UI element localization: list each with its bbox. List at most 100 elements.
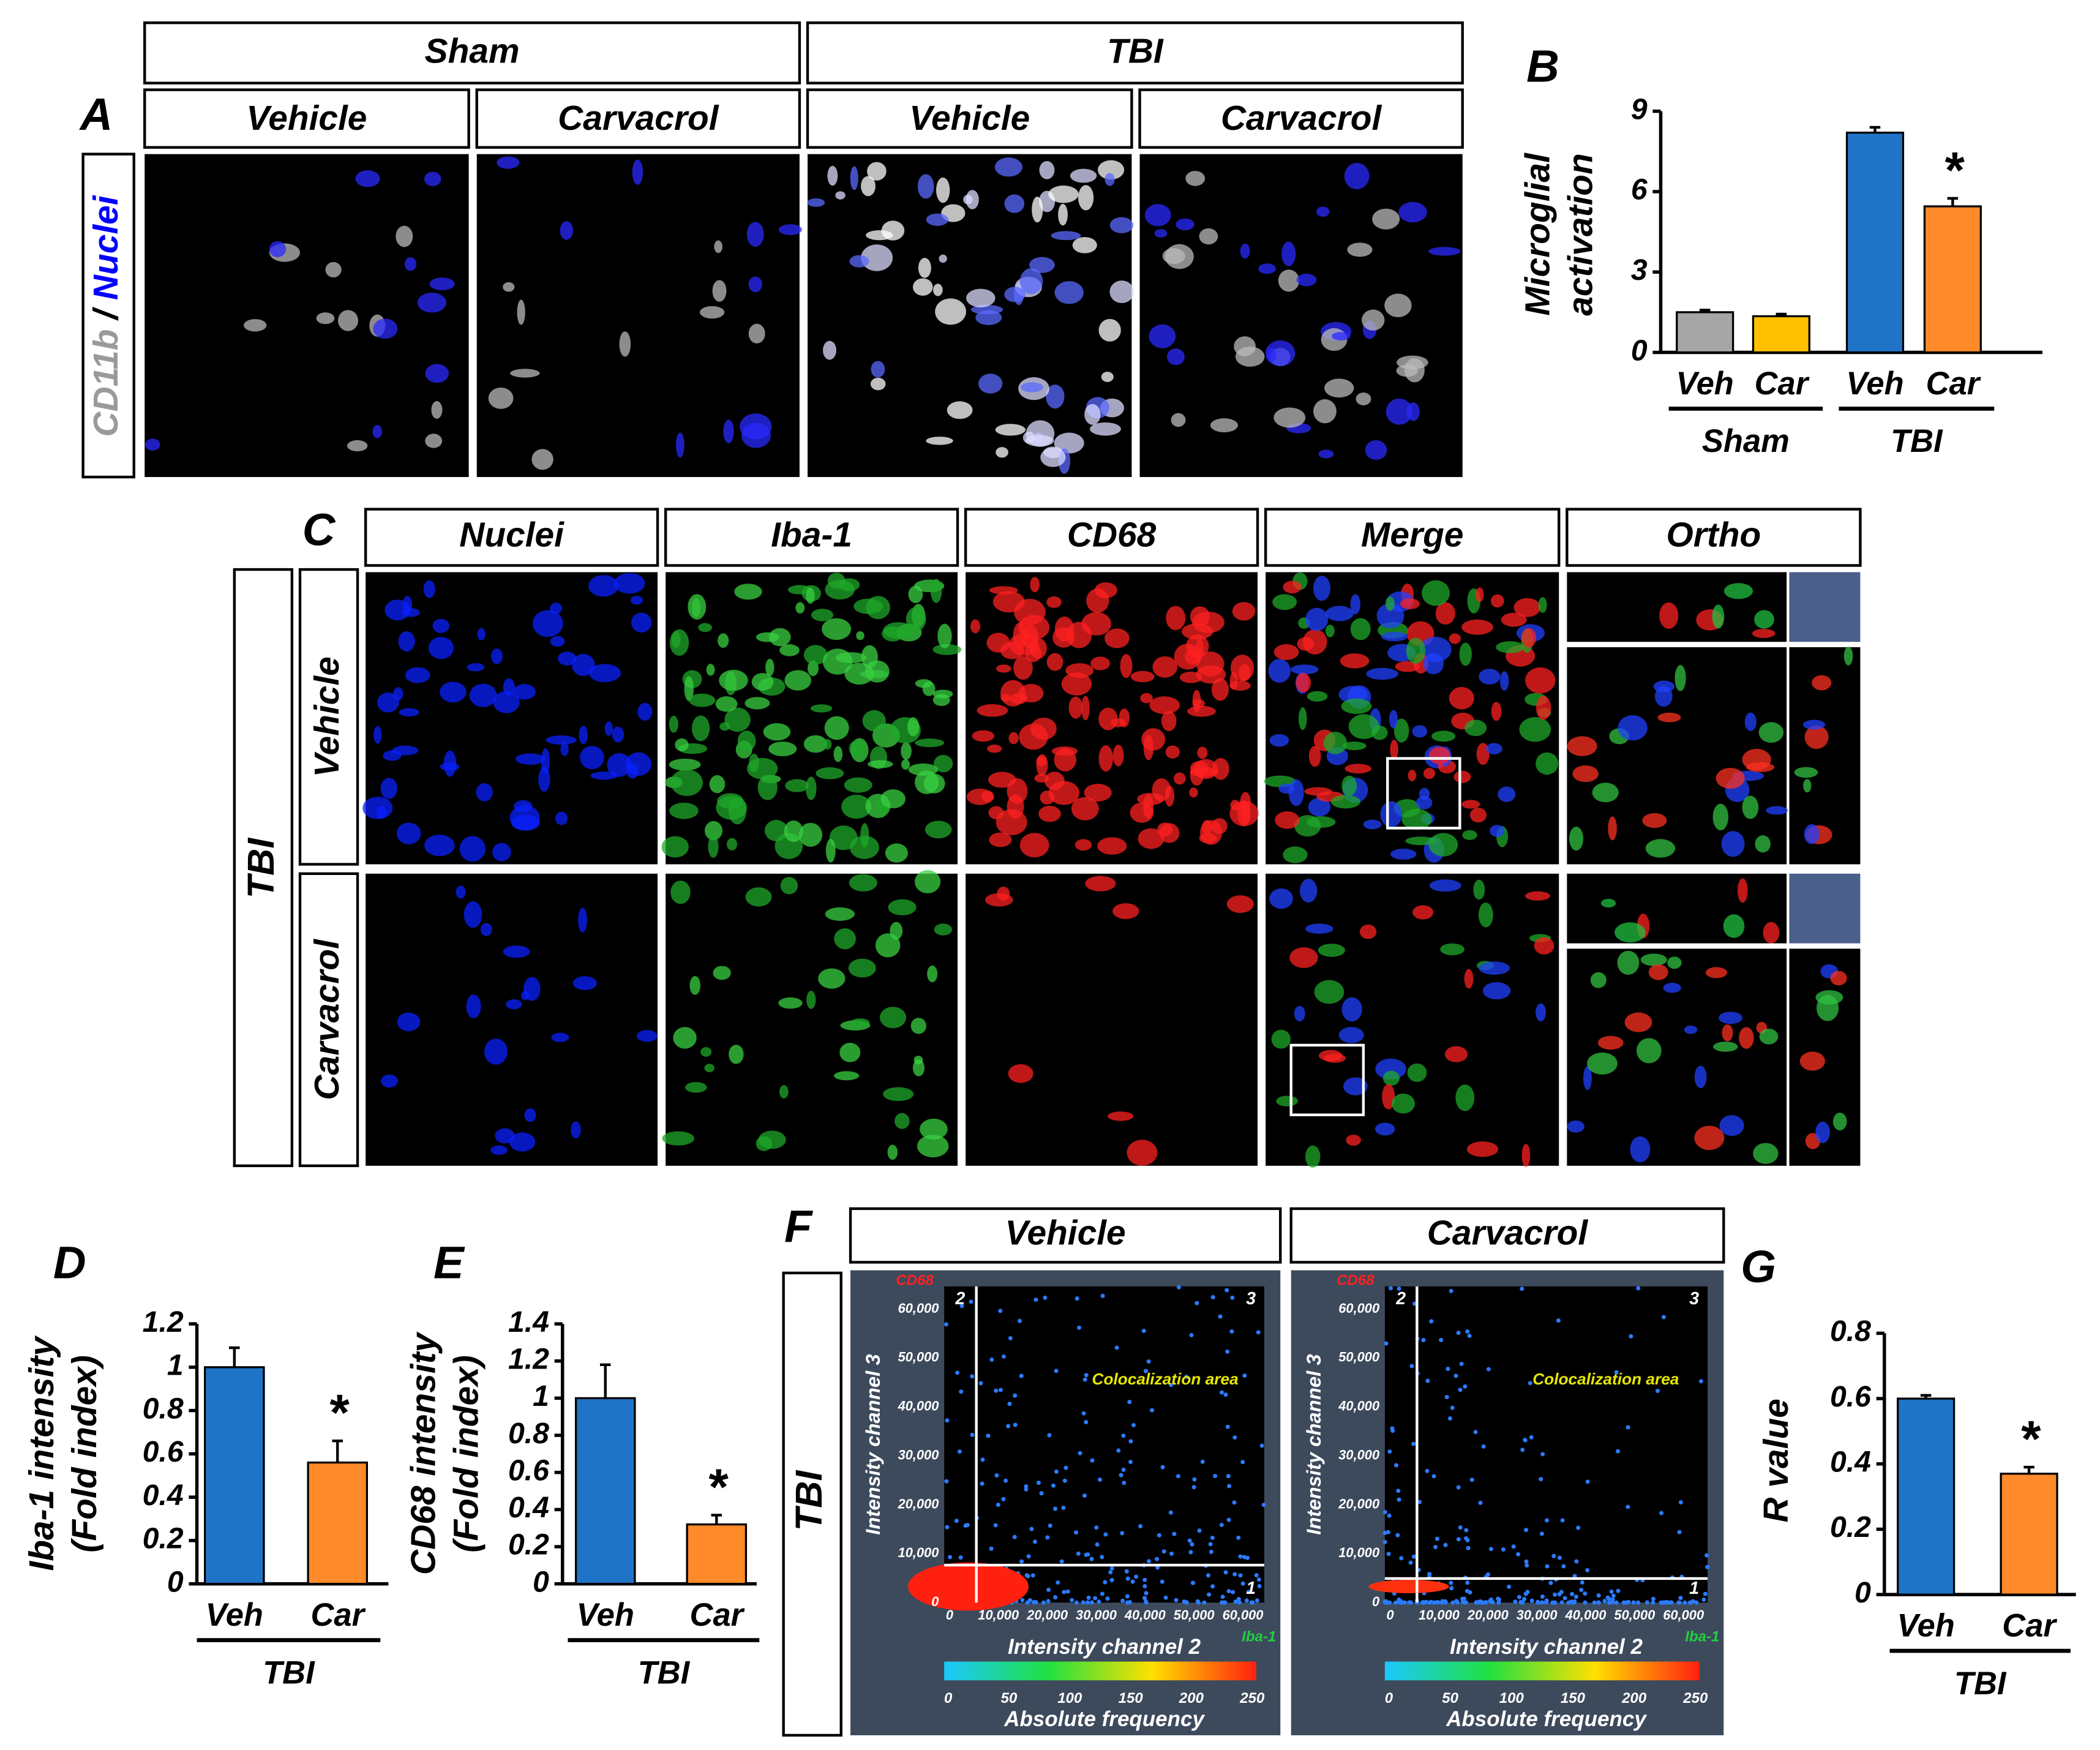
y-tick-label: 0 <box>1372 1594 1379 1609</box>
cell <box>1464 969 1474 989</box>
bar <box>307 1461 369 1585</box>
group-label: TBI <box>1954 1666 2007 1702</box>
cell <box>546 735 577 745</box>
scatter-dot <box>1548 1580 1553 1585</box>
cell <box>1428 833 1458 857</box>
scatter-dot <box>1074 1600 1079 1605</box>
scatter-dot <box>1246 1590 1251 1594</box>
cell <box>912 278 933 296</box>
scatter-dot <box>1607 1600 1611 1605</box>
scatter-dot <box>1190 1542 1194 1547</box>
cell <box>1739 1027 1754 1049</box>
scatter-dot <box>1539 1531 1544 1536</box>
scatter-dot <box>1146 1359 1151 1364</box>
scatter-dot <box>1698 1379 1703 1384</box>
scatter-dot <box>1456 1537 1461 1542</box>
scatter-dot <box>1176 1285 1181 1290</box>
cell <box>823 738 832 750</box>
panel-label: C <box>302 505 336 555</box>
cell <box>1324 1053 1346 1063</box>
scatter-dot <box>1483 1600 1488 1605</box>
cell <box>490 648 503 664</box>
scatter-dot <box>1387 1600 1392 1605</box>
cell <box>469 683 497 707</box>
scatter-dot <box>1001 1497 1006 1501</box>
scatter-dot <box>1086 1552 1090 1557</box>
cell <box>849 255 869 268</box>
cell <box>1085 876 1116 892</box>
stain-part: Nuclei <box>87 195 126 300</box>
y-axis-label: CD68 intensity <box>405 1331 443 1575</box>
cell <box>970 619 981 634</box>
scatter-dot <box>1232 1435 1237 1440</box>
scatter-dot <box>1481 1444 1486 1449</box>
scatter-dot <box>1572 1600 1577 1605</box>
scatter-dot <box>1465 1580 1470 1585</box>
cell <box>1453 770 1471 783</box>
cell <box>1401 808 1432 830</box>
cell <box>524 1108 536 1122</box>
label-box <box>664 508 959 567</box>
scatter-dot <box>1208 1542 1213 1547</box>
cell <box>1521 1143 1531 1167</box>
scatter-dot <box>1184 1600 1189 1605</box>
scatter-dot <box>1256 1577 1261 1582</box>
y-tick-label: 40,000 <box>898 1399 939 1414</box>
cell <box>1587 1052 1618 1075</box>
cell <box>1192 689 1201 713</box>
bar <box>1752 315 1810 354</box>
scatter-dot <box>1398 1599 1403 1604</box>
cell <box>1719 1115 1744 1136</box>
scatter-dot <box>1611 1593 1616 1598</box>
cell <box>1645 839 1676 858</box>
scatter-dot <box>1188 1550 1193 1555</box>
y-tick-label: 1.4 <box>508 1305 549 1339</box>
cell <box>1324 378 1354 398</box>
scatter-dot <box>1103 1532 1108 1537</box>
cell <box>1466 1141 1499 1157</box>
scatter-dot <box>1084 1419 1089 1424</box>
cell <box>1803 779 1812 793</box>
cell <box>1398 201 1427 223</box>
scatter-dot <box>1397 1286 1401 1291</box>
cell <box>1624 1012 1652 1032</box>
cell <box>691 715 710 742</box>
scatter-dot <box>1678 1500 1683 1505</box>
cell <box>456 885 466 899</box>
cell <box>619 331 631 357</box>
cell <box>1428 746 1450 765</box>
cell <box>1752 629 1776 638</box>
cell <box>1071 797 1099 821</box>
scatter-dot <box>1190 1580 1195 1585</box>
scatter-dot <box>1621 1600 1626 1605</box>
cell <box>1394 718 1409 743</box>
cell <box>1674 664 1686 691</box>
cell <box>737 730 756 752</box>
scatter-dot <box>1236 1535 1241 1540</box>
cell <box>1187 705 1216 717</box>
scatter-dot <box>1458 1388 1463 1392</box>
cell <box>1090 422 1121 436</box>
cell <box>780 877 798 895</box>
cell <box>1744 712 1757 731</box>
colorbar-label: Absolute frequency <box>1446 1707 1647 1731</box>
scatter-dot <box>1529 1435 1534 1440</box>
scatter-dot <box>1411 1441 1416 1446</box>
cell <box>145 438 160 451</box>
cell <box>1431 730 1456 742</box>
cell <box>355 170 380 187</box>
cell <box>849 835 879 859</box>
cell <box>377 692 399 713</box>
cell <box>632 159 643 185</box>
cell <box>1296 673 1311 693</box>
cell <box>871 361 885 378</box>
cell <box>1636 1038 1662 1064</box>
cell <box>1141 728 1166 751</box>
cell <box>1008 732 1019 745</box>
scatter-dot <box>1507 1584 1512 1589</box>
channel-label: CD68 <box>1337 1272 1374 1288</box>
scatter-dot <box>1233 1599 1238 1604</box>
cell <box>1149 324 1176 348</box>
cell <box>918 258 931 278</box>
cell <box>1428 247 1461 256</box>
